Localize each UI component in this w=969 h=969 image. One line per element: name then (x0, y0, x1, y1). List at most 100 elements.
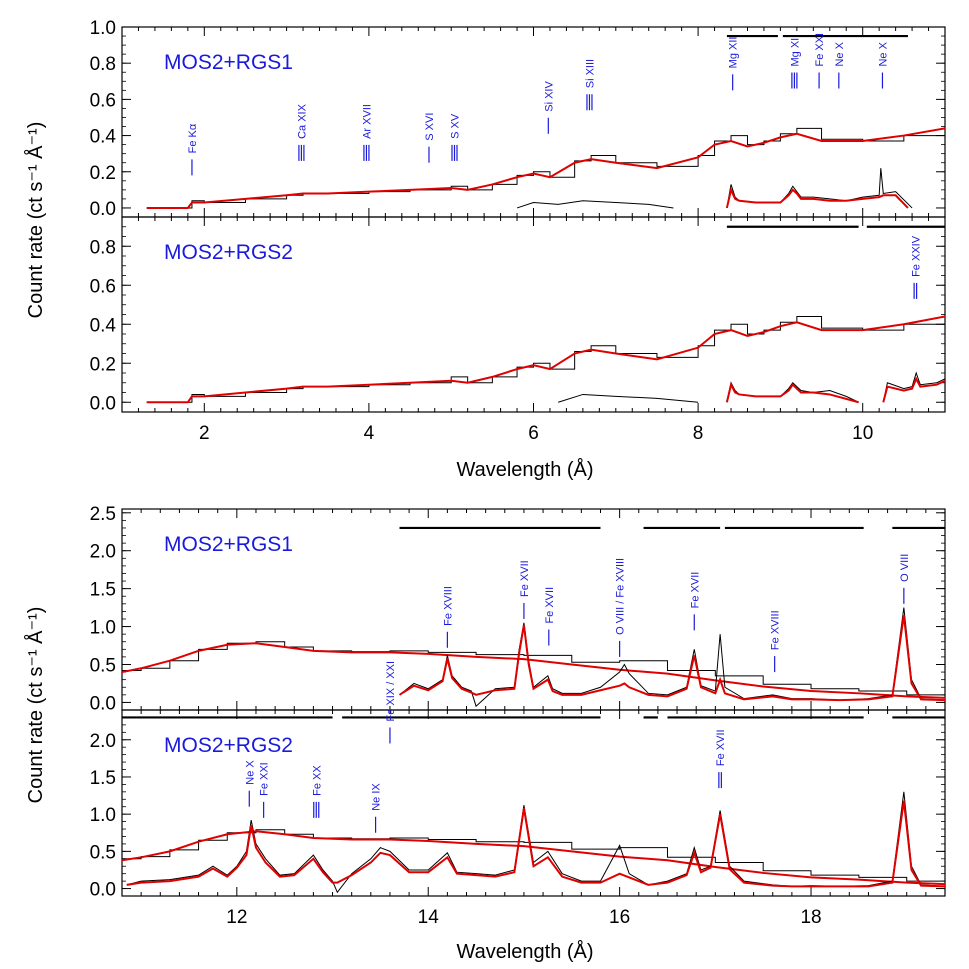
line-annotation: Fe XVII (689, 572, 701, 631)
panel-frame (121, 709, 946, 897)
line-annotation: Mg XI (789, 38, 801, 89)
line-annotation: Fe XIX / XXI (385, 661, 397, 744)
y-tick-label: 0.6 (90, 276, 116, 297)
series-rgs2 (558, 393, 699, 403)
series-mos2 (122, 829, 945, 883)
line-annotation: Mg XII (728, 37, 740, 91)
annotation-label: S XVI (424, 113, 436, 141)
line-annotation: Fe XXI (814, 33, 826, 89)
annotation-label: Si XIII (584, 59, 596, 88)
line-annotation: O VIII / Fe XVIII (615, 558, 627, 657)
y-tick-label: 0.2 (90, 163, 116, 184)
series-mos2 (122, 641, 945, 697)
y-tick-label: 1.5 (90, 768, 116, 789)
annotation-label: Fe XXI (259, 762, 271, 796)
x-axis-label-top: Wavelength (Å) (456, 458, 593, 481)
annotation-label: O VIII / Fe XVIII (615, 558, 627, 635)
panel-label: MOS2+RGS2 (164, 241, 293, 264)
annotation-label: Fe XX (311, 765, 323, 796)
x-tick-label: 10 (852, 423, 873, 444)
x-axis-label-bottom: Wavelength (Å) (456, 940, 593, 963)
annotation-label: Ne IX (371, 783, 383, 811)
series-rgs2 (882, 371, 945, 403)
annotation-label: Mg XII (728, 37, 740, 69)
series-rgs1 (516, 200, 674, 209)
annotation-label: Ne X (877, 41, 889, 66)
line-annotation: S XV (449, 113, 461, 161)
panel-lower-figure-bottom: 0.0 0.5 1.0 1.5 2.0 12 14 16 18 Ne X Fe XXI Fe XX Ne… (90, 661, 946, 928)
y-tick-label: 0.4 (90, 315, 117, 336)
y-tick-label: 0.8 (90, 54, 116, 75)
line-annotation: Ca XIX (296, 103, 308, 161)
line-annotation: Fe XVII (544, 587, 556, 646)
line-annotation: O VIII (899, 554, 911, 604)
series-rgs2 (726, 381, 859, 403)
annotation-label: Fe XXI (814, 33, 826, 67)
x-tick-label: 2 (199, 423, 210, 444)
series-mos2 (146, 308, 945, 403)
annotation-label: Ca XIX (296, 103, 308, 139)
line-annotation: Fe Kα (187, 123, 199, 176)
series-mos2 (146, 122, 945, 209)
y-axis-label-top: Count rate (ct s⁻¹ Å⁻¹) (24, 122, 47, 319)
annotation-label: Fe XVII (544, 587, 556, 624)
series-group (122, 607, 945, 708)
panel-upper-figure-bottom: 0.0 0.2 0.4 0.6 0.8 2 4 6 8 10 Fe XXIV MOS2+RGS2 (90, 216, 946, 444)
y-tick-label: 0.5 (90, 842, 116, 863)
series-mos2-model (146, 127, 945, 209)
y-tick-label: 0.0 (90, 693, 116, 714)
line-annotation: Fe XVII (519, 560, 531, 619)
line-annotation: Ne IX (371, 783, 383, 833)
x-tick-label: 4 (364, 423, 375, 444)
line-annotation: Fe XXIV (910, 235, 922, 299)
line-annotation: Fe XVII (715, 729, 727, 789)
panel-lower-figure-top: 0.0 0.5 1.0 1.5 2.0 2.5 Fe XVIII Fe XVII Fe XVII… (90, 504, 946, 714)
annotation-label: S XV (449, 113, 461, 139)
line-annotation: Fe XVIII (442, 586, 454, 648)
line-annotation: Fe XVIII (770, 610, 782, 673)
y-tick-label: 2.0 (90, 542, 116, 563)
annotation-label: Fe XVII (519, 560, 531, 597)
y-tick-label: 1.0 (90, 18, 116, 39)
x-tick-label: 14 (418, 907, 440, 928)
series-mos2-model (122, 830, 945, 886)
x-tick-label: 8 (693, 423, 704, 444)
annotation-label: Fe XVII (715, 729, 727, 766)
annotation-label: Fe Kα (187, 123, 199, 153)
panel-label: MOS2+RGS1 (164, 533, 293, 556)
y-tick-label: 0.0 (90, 880, 116, 901)
panel-label: MOS2+RGS2 (164, 734, 293, 757)
line-annotation: Ne X (834, 41, 846, 89)
y-tick-label: 1.0 (90, 618, 116, 639)
line-annotation: S XVI (424, 113, 436, 163)
y-tick-label: 2.5 (90, 504, 116, 525)
annotation-label: Fe XVIII (770, 610, 782, 650)
annotation-label: Fe XIX / XXI (385, 661, 397, 722)
line-annotation: Ar XVII (361, 104, 373, 161)
line-annotation: Fe XXI (259, 762, 271, 818)
annotation-label: Fe XXIV (910, 235, 922, 277)
annotation-label: Si XIV (543, 81, 555, 112)
panel-label: MOS2+RGS1 (164, 51, 293, 74)
line-annotation: Fe XX (311, 765, 323, 818)
series-rgs2-model (725, 381, 859, 404)
annotation-label: Mg XI (789, 38, 801, 67)
line-annotation: Si XIII (584, 59, 596, 111)
series-mos2-model (146, 315, 945, 404)
panel-upper-figure-top: 0.0 0.2 0.4 0.6 0.8 1.0 Fe Kα Ca XIX Ar XVII S XV… (90, 18, 946, 220)
series-rgs1-model (398, 615, 945, 702)
annotation-label: Ne X (834, 41, 846, 66)
series-group (146, 308, 945, 404)
series-group (122, 791, 945, 894)
annotation-label: Fe XVII (689, 572, 701, 609)
y-tick-label: 0.2 (90, 354, 116, 375)
x-tick-label: 12 (226, 907, 247, 928)
series-rgs2-model (126, 800, 945, 888)
annotation-label: Fe XVIII (442, 586, 454, 626)
annotation-label: Ne X (244, 760, 256, 785)
y-axis-label-bottom: Count rate (ct s⁻¹ Å⁻¹) (24, 607, 47, 804)
y-tick-label: 0.4 (90, 127, 117, 148)
y-tick-label: 0.8 (90, 237, 116, 258)
x-tick-label: 16 (609, 907, 630, 928)
